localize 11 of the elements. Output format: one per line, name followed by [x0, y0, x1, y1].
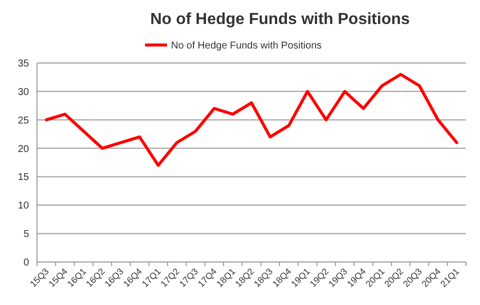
y-tick-label: 25 — [18, 115, 30, 126]
y-tick-label: 15 — [18, 172, 30, 184]
y-tick-label: 35 — [18, 58, 30, 70]
y-tick-label: 5 — [23, 229, 30, 240]
legend-label: No of Hedge Funds with Positions — [171, 40, 322, 52]
y-tick-label: 10 — [18, 200, 30, 212]
y-tick-label: 30 — [18, 86, 30, 98]
line-series — [44, 72, 458, 167]
y-tick-label: 20 — [18, 144, 30, 155]
y-tick-label: 0 — [23, 258, 30, 268]
chart-title: No of Hedge Funds with Positions — [150, 11, 410, 28]
